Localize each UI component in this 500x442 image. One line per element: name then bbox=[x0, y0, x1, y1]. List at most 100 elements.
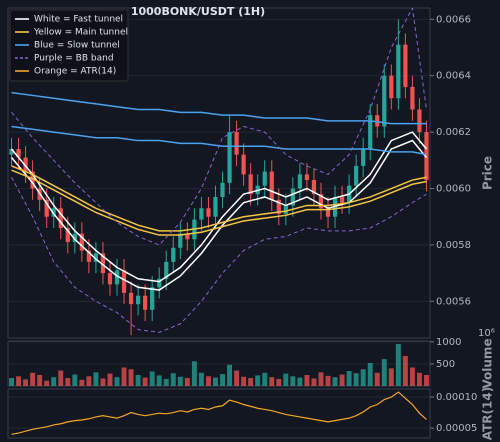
volume-bar bbox=[360, 369, 366, 386]
volume-bar bbox=[234, 370, 240, 386]
y-tick-label: 0.0064 bbox=[436, 71, 471, 82]
candle-body bbox=[227, 132, 232, 183]
volume-bar bbox=[374, 372, 380, 386]
candle-body bbox=[114, 270, 120, 285]
candle-body bbox=[248, 174, 253, 195]
candle-body bbox=[339, 196, 345, 203]
legend-label: White = Fast tunnel bbox=[34, 15, 123, 25]
candle-body bbox=[368, 115, 373, 150]
y-axis-label: Price bbox=[481, 156, 495, 190]
volume-bar bbox=[402, 356, 408, 386]
y-tick-label: 0.0062 bbox=[436, 127, 471, 138]
panel-frame bbox=[7, 388, 431, 439]
candle-body bbox=[318, 194, 324, 209]
volume-bar bbox=[220, 374, 225, 386]
candle-body bbox=[143, 295, 148, 310]
volume-bar bbox=[163, 378, 169, 386]
volume-bar bbox=[44, 380, 50, 386]
overlay-line bbox=[10, 139, 428, 291]
candle-body bbox=[58, 208, 63, 228]
candle-body bbox=[93, 253, 99, 262]
volume-bar bbox=[227, 364, 233, 386]
y-axis-label: ATR(14) bbox=[481, 387, 495, 440]
overlay-line bbox=[10, 131, 428, 283]
candle-body bbox=[171, 247, 176, 262]
volume-bar bbox=[128, 369, 134, 386]
legend-label: Blue = Slow tunnel bbox=[34, 41, 120, 51]
volume-bar bbox=[424, 374, 429, 386]
candle-body bbox=[283, 205, 288, 214]
volume-bar bbox=[198, 372, 204, 386]
volume-bar bbox=[191, 361, 197, 386]
volume-bar bbox=[170, 373, 176, 386]
legend-box bbox=[9, 9, 129, 82]
candle-body bbox=[206, 208, 211, 217]
candle-body bbox=[241, 154, 246, 175]
volume-bar bbox=[121, 367, 127, 386]
candle-body bbox=[311, 180, 317, 195]
volume-bar bbox=[184, 378, 190, 386]
y-tick-label: 0.00005 bbox=[436, 423, 477, 434]
candle-body bbox=[375, 115, 380, 127]
candle-body bbox=[361, 149, 366, 166]
volume-bar bbox=[30, 372, 36, 386]
candle-body bbox=[276, 199, 281, 214]
candle-body bbox=[354, 165, 359, 186]
overlay-line bbox=[11, 91, 427, 125]
volume-bar bbox=[367, 363, 373, 386]
candle-body bbox=[185, 233, 190, 240]
volume-bar bbox=[100, 378, 106, 386]
volume-bar bbox=[241, 376, 247, 386]
candle-body bbox=[199, 208, 204, 220]
candle-body bbox=[297, 174, 302, 189]
volume-bar bbox=[23, 379, 29, 386]
y-tick-label: 0.0056 bbox=[436, 296, 471, 307]
overlay-line bbox=[11, 8, 427, 246]
volume-bar bbox=[381, 359, 387, 386]
candle-body bbox=[410, 86, 415, 110]
y-tick-label: 0.00010 bbox=[436, 392, 477, 403]
overlay-line bbox=[11, 176, 427, 333]
candle-body bbox=[424, 132, 429, 181]
volume-bar bbox=[135, 374, 141, 386]
volume-bar bbox=[37, 374, 43, 386]
volume-bar bbox=[353, 373, 359, 386]
volume-bar bbox=[416, 372, 422, 386]
volume-bar bbox=[114, 377, 120, 386]
candle-body bbox=[65, 228, 70, 243]
axis-offset-label: 10⁶ bbox=[478, 328, 495, 339]
y-tick-label: 500 bbox=[436, 359, 455, 370]
volume-bar bbox=[409, 367, 415, 386]
volume-bar bbox=[395, 344, 401, 386]
volume-bar bbox=[9, 378, 14, 386]
overlay-line bbox=[11, 125, 427, 156]
candle-body bbox=[396, 44, 401, 99]
candle-body bbox=[107, 273, 113, 285]
volume-bar bbox=[290, 376, 296, 386]
candle-body bbox=[389, 75, 394, 99]
volume-bar bbox=[297, 377, 303, 386]
volume-bar bbox=[325, 375, 331, 386]
candle-body bbox=[304, 174, 310, 181]
volume-bar bbox=[283, 373, 289, 386]
volume-bar bbox=[142, 377, 148, 386]
overlay-line bbox=[11, 165, 427, 232]
volume-bar bbox=[262, 372, 268, 386]
candle-body bbox=[290, 188, 295, 206]
candle-body bbox=[86, 250, 91, 262]
volume-bar bbox=[149, 371, 155, 386]
volume-bar bbox=[311, 378, 317, 386]
volume-bar bbox=[79, 379, 85, 386]
candle-body bbox=[220, 182, 225, 197]
legend-label: Purple = BB band bbox=[34, 54, 114, 64]
volume-bar bbox=[58, 370, 64, 386]
candle-body bbox=[262, 171, 267, 186]
candle-body bbox=[178, 233, 183, 248]
volume-bar bbox=[156, 375, 162, 386]
candle-body bbox=[23, 157, 28, 172]
volume-bar bbox=[107, 373, 113, 386]
legend-label: Orange = ATR(14) bbox=[34, 67, 116, 77]
volume-bar bbox=[51, 377, 57, 386]
y-tick-label: 0.0060 bbox=[436, 184, 471, 195]
volume-bar bbox=[339, 374, 345, 386]
